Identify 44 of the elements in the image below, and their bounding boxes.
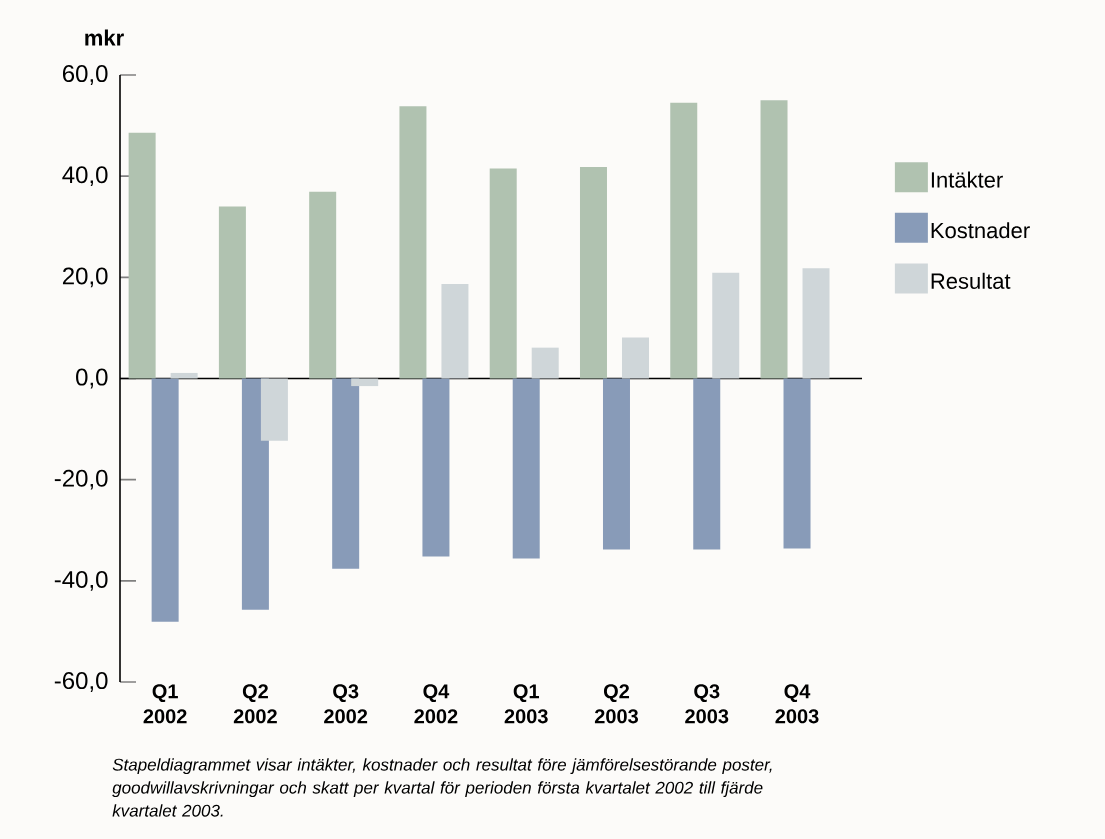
bar xyxy=(693,378,721,550)
y-axis-title: mkr xyxy=(85,29,124,46)
bar xyxy=(579,167,607,379)
y-tick-label: -60,0 xyxy=(54,672,108,692)
bar xyxy=(260,378,288,441)
legend-label: Kostnader xyxy=(931,222,1030,239)
x-tick-label: Q4 2002 xyxy=(414,684,458,724)
bar xyxy=(151,378,179,622)
x-tick-label: Q2 2002 xyxy=(233,684,277,724)
x-tick-label: Q2 2003 xyxy=(594,684,638,724)
bar xyxy=(670,102,698,379)
bar xyxy=(621,337,649,379)
y-tick-label: -20,0 xyxy=(54,469,108,490)
x-tick-label: Q1 2003 xyxy=(504,684,548,724)
legend-label: Intäkter xyxy=(931,171,1003,188)
bar xyxy=(602,378,630,550)
bar xyxy=(241,378,269,610)
y-tick-label: 0,0 xyxy=(76,368,108,389)
bar xyxy=(422,378,450,557)
bar xyxy=(170,372,198,379)
y-tick-label: 20,0 xyxy=(62,267,108,288)
bar xyxy=(128,132,156,379)
bar xyxy=(489,168,517,379)
bar xyxy=(351,378,379,387)
bar xyxy=(332,378,360,569)
bar xyxy=(712,272,740,379)
bar xyxy=(760,100,788,379)
y-tick-label: 40,0 xyxy=(62,166,108,187)
bar xyxy=(783,378,811,549)
bar xyxy=(802,268,830,379)
y-tick-label: -40,0 xyxy=(54,570,108,591)
legend-label: Resultat xyxy=(931,272,1011,289)
bar xyxy=(531,347,559,379)
bar xyxy=(309,191,337,379)
x-tick-label: Q1 2002 xyxy=(143,684,187,724)
x-tick-label: Q3 2002 xyxy=(324,684,368,724)
text: Stapeldiagrammet visar intäkter, kostnader och resultat före jämförelsestörande poster, goodwillavskrivningar och skatt per kvartal för perioden första kvartalet 2002 till fjärde kvartalet 2003. xyxy=(112,758,772,817)
bar xyxy=(399,106,427,379)
bar xyxy=(218,206,246,379)
x-tick-label: Q3 2003 xyxy=(685,684,729,724)
bar xyxy=(512,378,540,559)
y-tick-label: 60,0 xyxy=(62,65,108,85)
bar xyxy=(441,283,469,379)
x-tick-label: Q4 2003 xyxy=(775,684,819,724)
